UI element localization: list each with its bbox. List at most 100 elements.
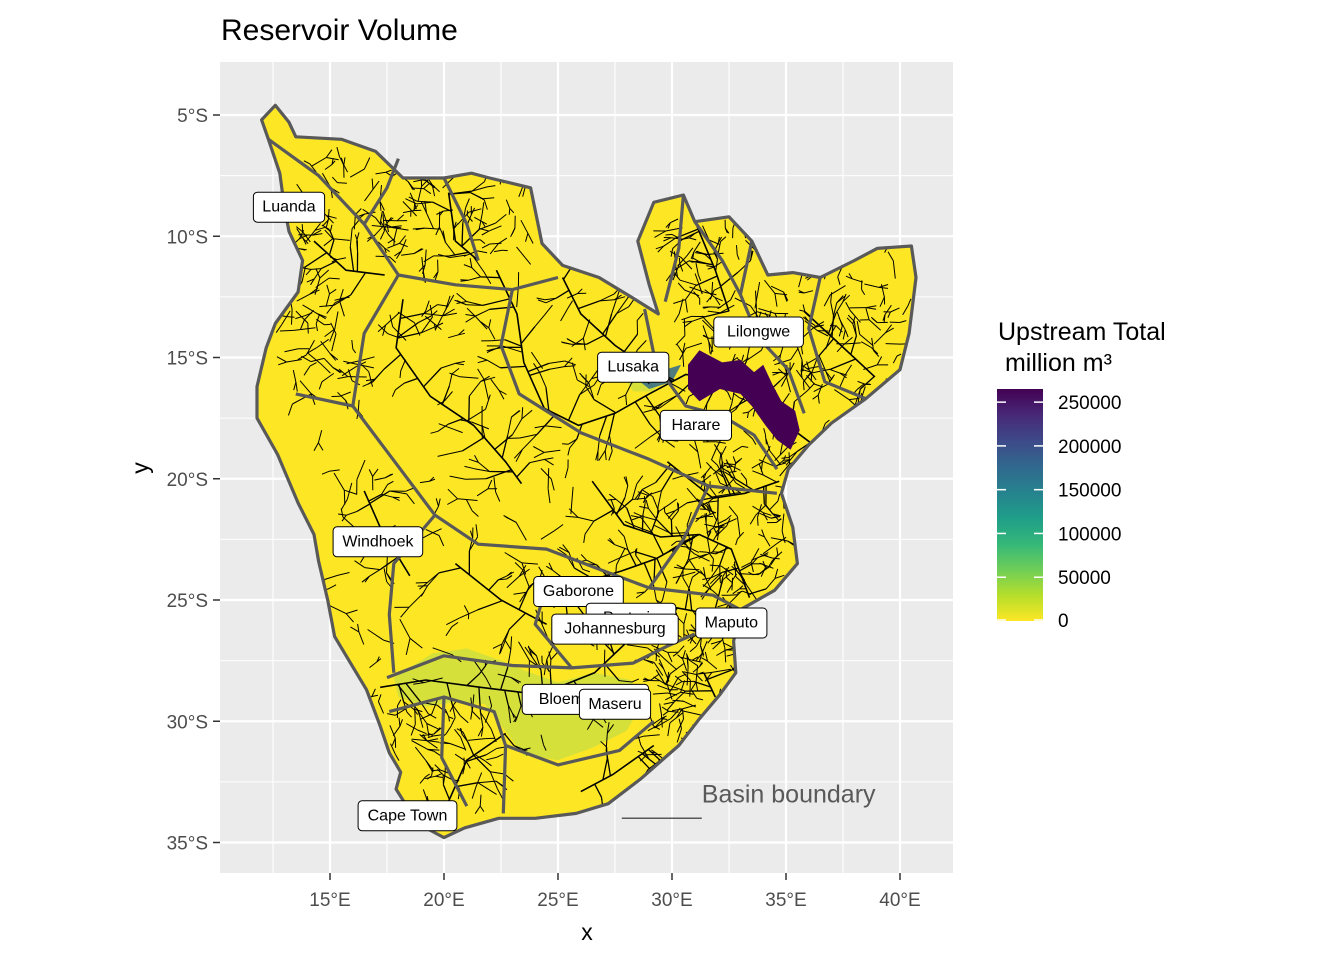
river-segment <box>513 448 523 459</box>
river-segment <box>485 677 492 688</box>
river-segment <box>804 320 818 331</box>
river-segment <box>463 264 472 269</box>
river-segment <box>544 457 554 460</box>
river-segment <box>454 753 467 763</box>
river-segment <box>848 397 860 401</box>
river-segment <box>369 661 378 668</box>
river-segment <box>473 660 487 678</box>
river-segment <box>438 423 454 430</box>
river-segment <box>569 438 578 449</box>
river-segment <box>447 488 458 500</box>
river-segment <box>850 335 858 355</box>
river-segment <box>479 239 486 244</box>
river-segment <box>671 708 683 712</box>
river-segment <box>433 323 436 331</box>
river-segment <box>448 373 453 386</box>
river-segment <box>676 728 682 743</box>
river-segment <box>479 794 482 807</box>
river-segment <box>657 684 670 691</box>
river-segment <box>533 451 545 459</box>
river-segment <box>608 493 617 500</box>
river-segment <box>430 310 438 317</box>
river-segment <box>678 718 682 729</box>
river-segment <box>845 275 853 280</box>
river-segment <box>711 281 714 297</box>
river-segment <box>892 355 898 364</box>
river-segment <box>635 548 638 556</box>
river-segment <box>332 238 350 241</box>
river-segment <box>657 490 662 507</box>
river-segment <box>545 425 562 429</box>
river-segment <box>494 434 513 450</box>
river-segment <box>327 208 330 221</box>
river-segment <box>311 157 327 167</box>
river-segment <box>372 180 380 190</box>
river-segment <box>656 506 659 518</box>
river-segment <box>284 348 299 353</box>
river-segment <box>413 682 424 685</box>
river-segment <box>426 181 435 189</box>
river-segment <box>801 348 804 355</box>
river-segment <box>571 486 574 498</box>
river-segment <box>735 482 746 489</box>
river-segment <box>742 590 752 595</box>
river-segment <box>468 536 479 552</box>
river-segment <box>677 502 679 512</box>
river-segment <box>506 575 520 589</box>
river-segment <box>686 666 689 686</box>
river-segment <box>723 518 737 525</box>
river-segment <box>845 364 853 375</box>
river-segment <box>544 304 553 316</box>
river-segment <box>393 228 398 240</box>
river-segment <box>405 638 411 656</box>
river-segment <box>789 362 795 372</box>
river-segment <box>859 334 874 347</box>
river-segment <box>320 260 337 270</box>
river-segment <box>475 308 490 317</box>
river-segment <box>470 207 476 215</box>
river-segment <box>474 805 481 814</box>
river-segment <box>438 567 461 574</box>
river-segment <box>720 271 739 287</box>
river-segment <box>732 392 740 399</box>
river-segment <box>685 546 695 555</box>
river-segment <box>512 418 523 435</box>
river-segment <box>567 447 571 456</box>
river-segment <box>444 391 453 402</box>
river-segment <box>730 290 736 301</box>
river-segment <box>864 283 880 288</box>
river-segment <box>425 528 440 536</box>
river-segment <box>772 513 781 517</box>
river-segment <box>615 548 626 566</box>
river-segment <box>705 310 730 318</box>
river-segment <box>462 767 465 775</box>
river-segment <box>678 673 687 678</box>
river-segment <box>473 257 485 273</box>
river-segment <box>387 480 394 485</box>
river-segment <box>882 314 886 321</box>
river-segment <box>704 254 711 260</box>
river-segment <box>637 756 651 771</box>
river-segment <box>726 584 733 593</box>
river-segment <box>562 544 570 553</box>
river-segment <box>328 277 340 280</box>
river-segment <box>769 500 779 511</box>
river-segment <box>736 254 740 260</box>
river-segment <box>592 719 604 728</box>
river-segment <box>640 517 653 533</box>
river-segment <box>504 339 522 347</box>
river-segment <box>324 328 336 337</box>
river-segment <box>783 459 791 461</box>
river-segment <box>519 568 530 577</box>
river-segment <box>516 246 526 258</box>
river-segment <box>695 515 703 523</box>
river-segment <box>704 672 713 682</box>
river-segment <box>713 516 719 528</box>
river-segment <box>387 242 400 249</box>
river-segment <box>305 229 316 243</box>
river-segment <box>701 640 708 655</box>
river-segment <box>286 316 295 318</box>
river-segment <box>423 183 430 189</box>
river-segment <box>377 241 385 249</box>
basin-inner-boundary <box>442 177 480 261</box>
